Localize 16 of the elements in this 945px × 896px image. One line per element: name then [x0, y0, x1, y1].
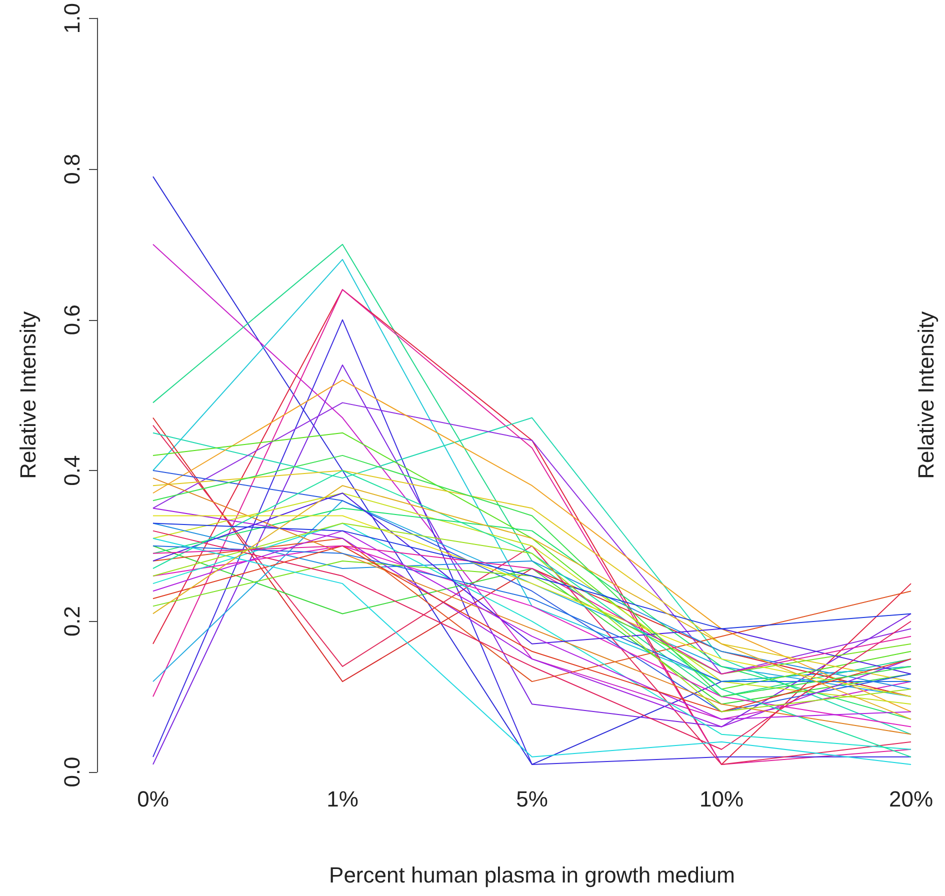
x-tick-label: 10% — [699, 786, 744, 812]
y-tick-label: 0.4 — [60, 455, 84, 486]
x-tick-label: 5% — [516, 786, 548, 812]
y2-axis-title: Relative Intensity — [914, 311, 938, 479]
line-series — [152, 522, 912, 630]
y-tick-label: 0.0 — [60, 756, 84, 788]
y-axis-title: Relative Intensity — [16, 311, 40, 479]
x-axis-title: Percent human plasma in growth medium — [329, 862, 735, 888]
y-tick-label: 0.2 — [60, 606, 84, 637]
x-tick-label: 20% — [888, 786, 934, 812]
line-series — [152, 380, 912, 712]
x-tick-label: 1% — [326, 786, 358, 812]
y-tick-label: 1.0 — [60, 2, 84, 34]
y-tick-label: 0.8 — [60, 154, 84, 184]
y-tick-label: 0.6 — [60, 304, 84, 336]
x-tick-label: 0% — [137, 786, 169, 812]
